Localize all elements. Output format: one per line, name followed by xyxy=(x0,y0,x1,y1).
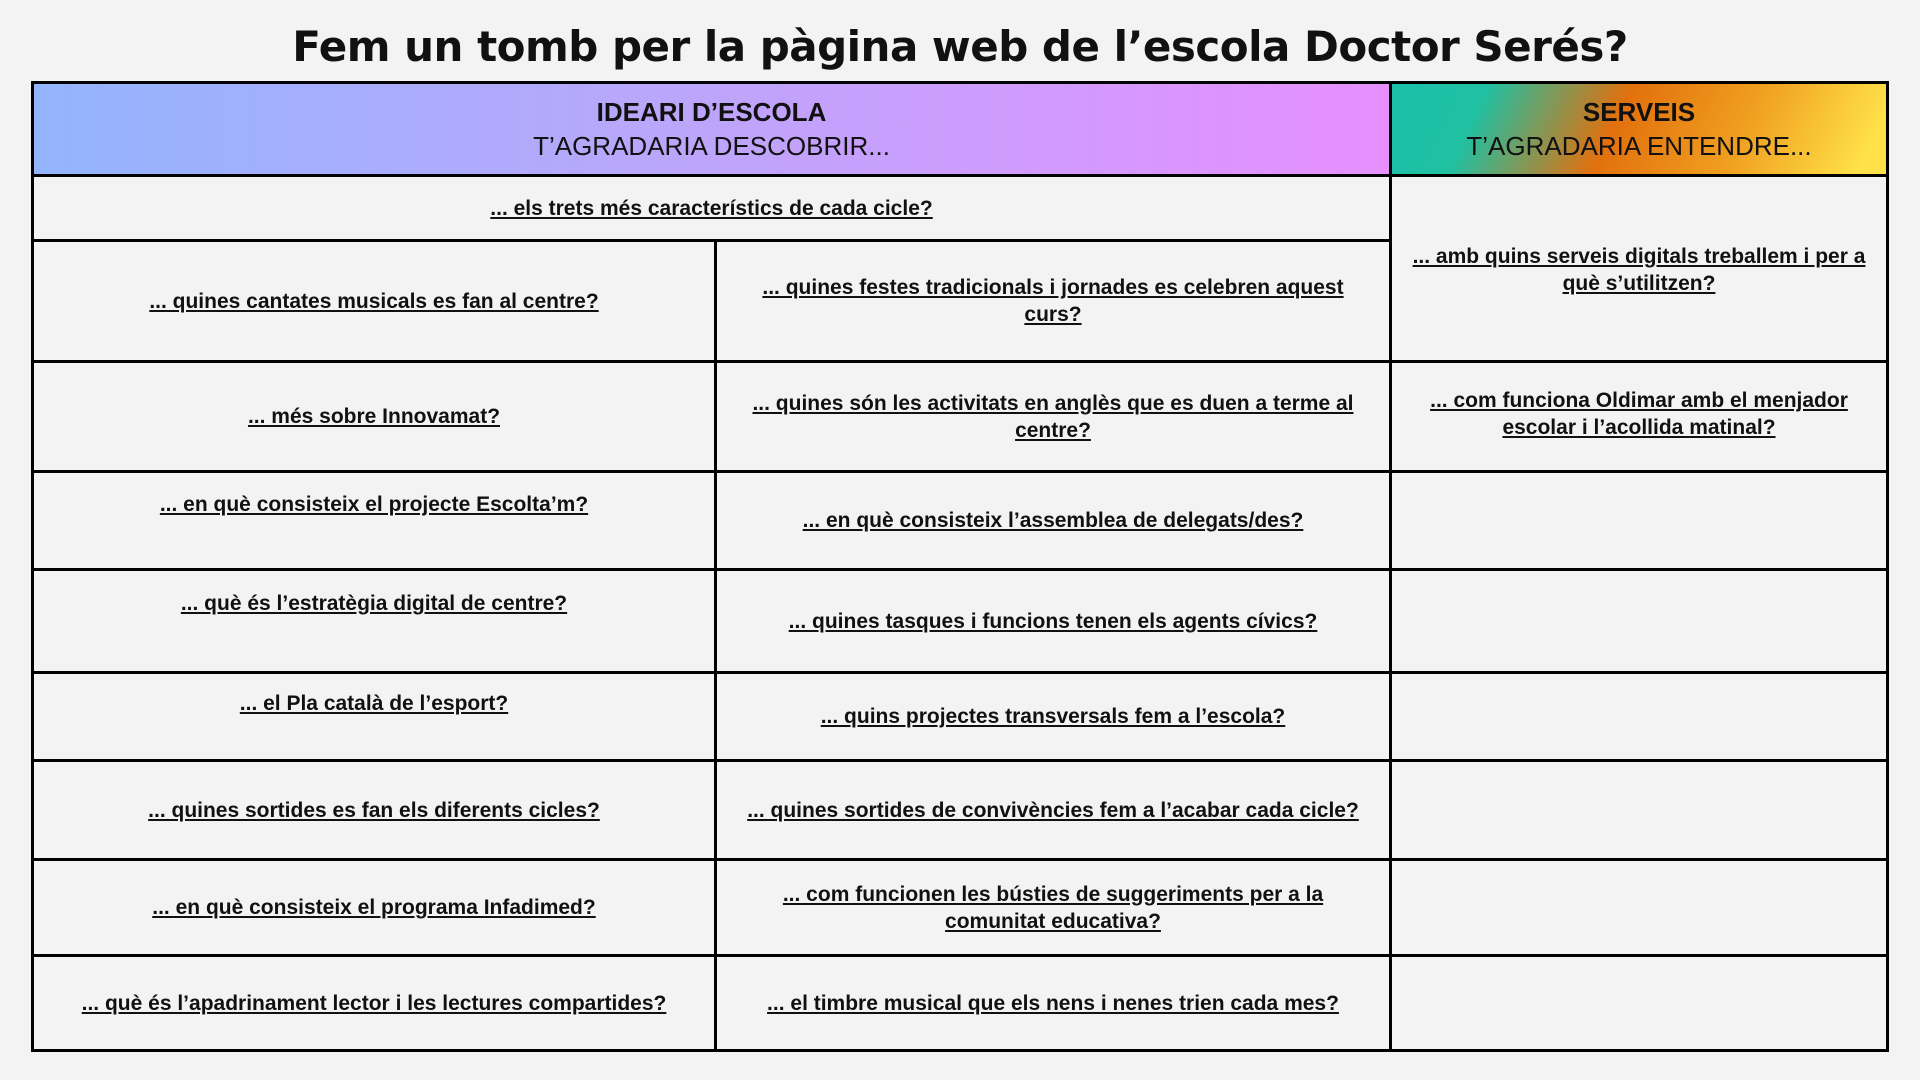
table-cell: ... en què consisteix el projecte Escolt… xyxy=(31,470,717,571)
question-link[interactable]: ... el Pla català de l’esport? xyxy=(239,692,509,715)
table-cell: ... els trets més característics de cada… xyxy=(31,174,1392,242)
header-serveis: SERVEIS T’AGRADARIA ENTENDRE... xyxy=(1389,81,1889,177)
question-link[interactable]: ... quines són les activitats en anglès … xyxy=(752,391,1354,442)
empty-cell xyxy=(1389,954,1889,1052)
table-cell: ... amb quins serveis digitals treballem… xyxy=(1389,174,1889,363)
header-ideari: IDEARI D’ESCOLA T’AGRADARIA DESCOBRIR... xyxy=(31,81,1392,177)
table-cell: ... quines sortides es fan els diferents… xyxy=(31,759,717,861)
table-cell: ... què és l’apadrinament lector i les l… xyxy=(31,954,717,1052)
question-link[interactable]: ... quines cantates musicals es fan al c… xyxy=(149,289,599,313)
table-cell: ... quines tasques i funcions tenen els … xyxy=(714,568,1392,674)
question-link[interactable]: ... què és l’apadrinament lector i les l… xyxy=(81,991,667,1015)
table-cell: ... quines festes tradicionals i jornade… xyxy=(714,239,1392,363)
question-link[interactable]: ... com funciona Oldimar amb el menjador… xyxy=(1430,388,1848,439)
table-cell: ... quines cantates musicals es fan al c… xyxy=(31,239,717,363)
ideari-subheading: T’AGRADARIA DESCOBRIR... xyxy=(533,131,890,161)
question-link[interactable]: ... què és l’estratègia digital de centr… xyxy=(180,592,568,615)
question-link[interactable]: ... quines tasques i funcions tenen els … xyxy=(788,609,1318,633)
question-link[interactable]: ... quines festes tradicionals i jornade… xyxy=(762,276,1344,326)
table-cell: ... quins projectes transversals fem a l… xyxy=(714,671,1392,762)
table-cell: ... més sobre Innovamat? xyxy=(31,360,717,473)
table-cell: ... quines són les activitats en anglès … xyxy=(714,360,1392,473)
question-link[interactable]: ... en què consisteix l’assemblea de del… xyxy=(802,509,1304,532)
question-link[interactable]: ... en què consisteix el projecte Escolt… xyxy=(159,493,589,516)
question-link[interactable]: ... quins projectes transversals fem a l… xyxy=(820,705,1286,728)
empty-cell xyxy=(1389,671,1889,762)
question-link[interactable]: ... més sobre Innovamat? xyxy=(247,405,501,428)
question-link[interactable]: ... com funcionen les bústies de suggeri… xyxy=(782,882,1324,933)
question-link[interactable]: ... quines sortides de convivències fem … xyxy=(747,798,1359,822)
table-cell: ... com funcionen les bústies de suggeri… xyxy=(714,858,1392,957)
question-link[interactable]: ... quines sortides es fan els diferents… xyxy=(148,798,600,822)
page-title: Fem un tomb per la pàgina web de l’escol… xyxy=(292,22,1628,71)
table-cell: ... el Pla català de l’esport? xyxy=(31,671,717,762)
question-link[interactable]: ... en què consisteix el programa Infadi… xyxy=(152,896,596,919)
table-cell: ... quines sortides de convivències fem … xyxy=(714,759,1392,861)
table-cell: ... en què consisteix el programa Infadi… xyxy=(31,858,717,957)
empty-cell xyxy=(1389,470,1889,571)
empty-cell xyxy=(1389,759,1889,861)
ideari-heading: IDEARI D’ESCOLA xyxy=(596,97,827,127)
question-link[interactable]: ... amb quins serveis digitals treballem… xyxy=(1412,245,1866,295)
table-cell: ... com funciona Oldimar amb el menjador… xyxy=(1389,360,1889,473)
table-cell: ... què és l’estratègia digital de centr… xyxy=(31,568,717,674)
serveis-subheading: T’AGRADARIA ENTENDRE... xyxy=(1466,131,1812,161)
table-cell: ... el timbre musical que els nens i nen… xyxy=(714,954,1392,1052)
empty-cell xyxy=(1389,858,1889,957)
table-cell: ... en què consisteix l’assemblea de del… xyxy=(714,470,1392,571)
question-link[interactable]: ... el timbre musical que els nens i nen… xyxy=(767,991,1339,1015)
question-link[interactable]: ... els trets més característics de cada… xyxy=(490,196,933,220)
serveis-heading: SERVEIS xyxy=(1582,97,1696,127)
empty-cell xyxy=(1389,568,1889,674)
